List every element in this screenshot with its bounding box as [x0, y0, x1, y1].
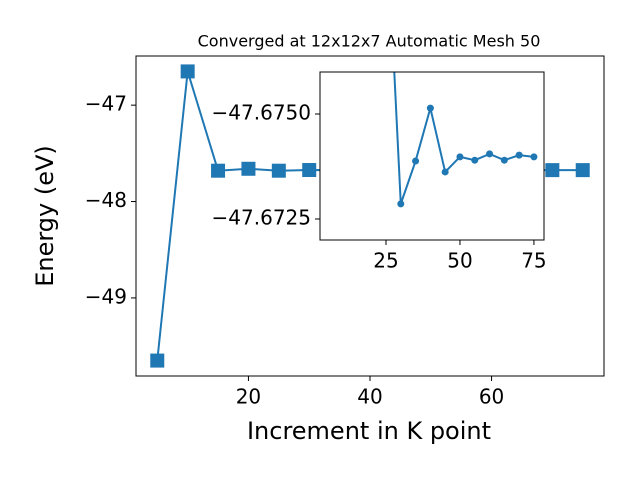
- plot-area: [320, 72, 544, 240]
- marker: [412, 157, 420, 165]
- y-tick-label: −47: [85, 92, 127, 116]
- marker: [302, 163, 317, 178]
- chart-title: Converged at 12x12x7 Automatic Mesh 50: [198, 32, 541, 51]
- plot-frame: [319, 71, 545, 241]
- marker: [426, 104, 434, 112]
- marker: [471, 156, 479, 164]
- marker: [397, 200, 405, 208]
- y-axis-label: Energy (eV): [31, 145, 59, 287]
- y-tick-label: −47.6725: [212, 206, 311, 230]
- y-tick-label: −49: [85, 284, 127, 308]
- marker: [441, 168, 449, 176]
- marker: [515, 151, 523, 159]
- x-tick-label: 75: [521, 249, 546, 273]
- marker: [575, 163, 590, 178]
- x-tick-label: 40: [357, 385, 382, 409]
- marker: [530, 153, 538, 161]
- x-tick-label: 60: [479, 385, 504, 409]
- x-tick-label: 20: [236, 385, 261, 409]
- marker: [241, 161, 256, 176]
- x-axis-label: Increment in K point: [247, 417, 491, 445]
- y-tick-label: −47.6750: [212, 101, 311, 125]
- x-tick-label: 25: [373, 249, 398, 273]
- marker: [500, 156, 508, 164]
- marker: [456, 153, 464, 161]
- plot-clip: [393, 72, 538, 208]
- marker: [486, 150, 494, 158]
- marker: [545, 163, 560, 178]
- marker: [211, 163, 226, 178]
- marker: [180, 64, 195, 79]
- y-tick-label: −48: [85, 188, 127, 212]
- marker: [150, 353, 165, 368]
- x-tick-label: 50: [447, 249, 472, 273]
- marker: [271, 163, 286, 178]
